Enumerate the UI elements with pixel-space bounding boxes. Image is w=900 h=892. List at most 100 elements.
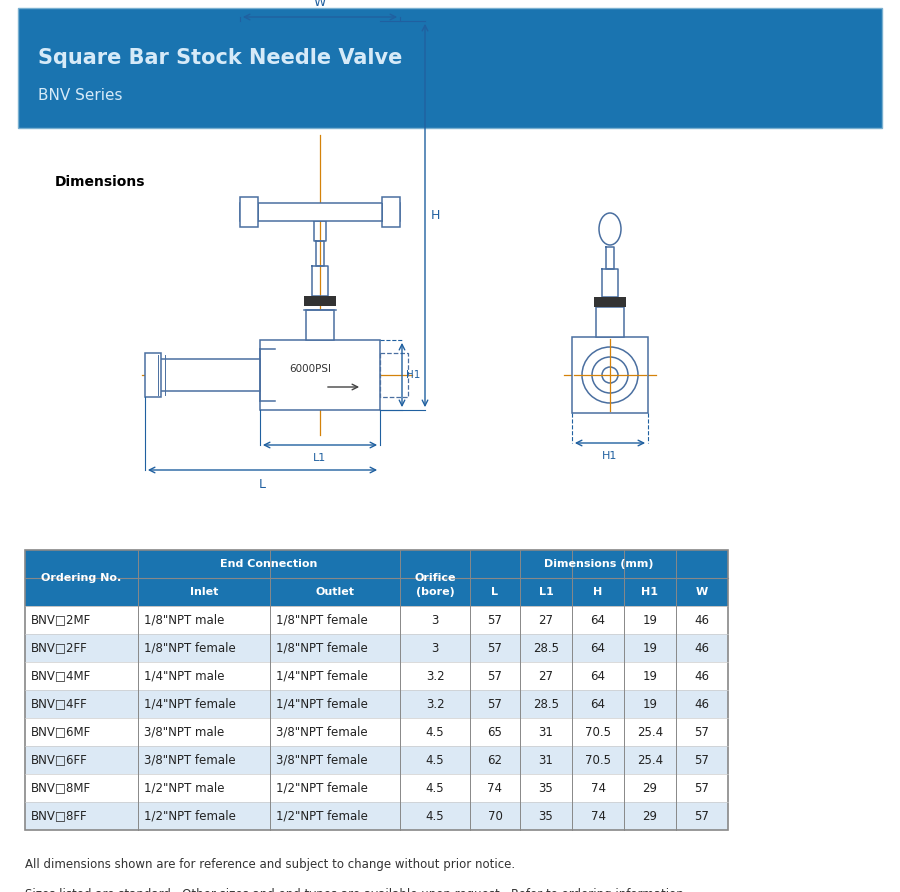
Bar <box>25 690 728 718</box>
Text: W: W <box>314 0 326 9</box>
Bar <box>25 802 728 830</box>
Text: 57: 57 <box>488 698 502 711</box>
Text: 74: 74 <box>590 781 606 795</box>
Text: BNV□6MF: BNV□6MF <box>31 725 91 739</box>
Text: H1: H1 <box>602 451 617 461</box>
Text: 1/8"NPT female: 1/8"NPT female <box>276 614 368 626</box>
Text: 46: 46 <box>695 614 709 626</box>
Text: 27: 27 <box>538 670 554 682</box>
Text: 4.5: 4.5 <box>426 781 445 795</box>
Text: H1: H1 <box>406 370 420 380</box>
Text: 6000PSI: 6000PSI <box>289 364 331 374</box>
Text: BNV□8FF: BNV□8FF <box>31 810 87 822</box>
Text: Orifice: Orifice <box>414 573 455 583</box>
Text: 64: 64 <box>590 698 606 711</box>
Text: 3/8"NPT female: 3/8"NPT female <box>276 725 367 739</box>
Text: 46: 46 <box>695 670 709 682</box>
Text: 1/4"NPT female: 1/4"NPT female <box>276 670 368 682</box>
Bar <box>596 307 624 337</box>
Text: L: L <box>259 478 266 491</box>
Bar <box>25 746 728 774</box>
Text: BNV□8MF: BNV□8MF <box>31 781 91 795</box>
Text: 1/2"NPT male: 1/2"NPT male <box>144 781 224 795</box>
Text: 4.5: 4.5 <box>426 725 445 739</box>
Text: L: L <box>491 587 499 597</box>
Bar <box>240 203 400 221</box>
Bar <box>160 359 260 391</box>
Text: 3/8"NPT female: 3/8"NPT female <box>276 754 367 766</box>
Text: 25.4: 25.4 <box>637 725 663 739</box>
Bar <box>306 310 334 340</box>
Text: 25.4: 25.4 <box>637 754 663 766</box>
Text: 74: 74 <box>590 810 606 822</box>
Text: 35: 35 <box>538 781 554 795</box>
Text: 3.2: 3.2 <box>426 670 445 682</box>
Text: Outlet: Outlet <box>316 587 355 597</box>
Text: 28.5: 28.5 <box>533 641 559 655</box>
Bar <box>25 550 728 606</box>
Text: Sizes listed are standard.  Other sizes and end types are available upon request: Sizes listed are standard. Other sizes a… <box>25 888 688 892</box>
Text: 57: 57 <box>488 614 502 626</box>
Text: 70.5: 70.5 <box>585 725 611 739</box>
Text: 3/8"NPT female: 3/8"NPT female <box>144 754 236 766</box>
Text: 1/4"NPT male: 1/4"NPT male <box>144 670 224 682</box>
Text: 35: 35 <box>538 810 554 822</box>
Text: 74: 74 <box>488 781 502 795</box>
Bar <box>572 337 648 413</box>
Text: BNV□2FF: BNV□2FF <box>31 641 88 655</box>
Text: 27: 27 <box>538 614 554 626</box>
Text: W: W <box>696 587 708 597</box>
Text: 46: 46 <box>695 641 709 655</box>
Text: Dimensions: Dimensions <box>55 175 146 189</box>
Bar <box>240 197 258 227</box>
Text: 1/2"NPT female: 1/2"NPT female <box>276 810 368 822</box>
Text: H: H <box>431 209 440 222</box>
Text: 29: 29 <box>643 781 658 795</box>
Text: 19: 19 <box>643 641 658 655</box>
Bar <box>18 8 882 128</box>
Text: 1/8"NPT female: 1/8"NPT female <box>276 641 368 655</box>
Text: 64: 64 <box>590 614 606 626</box>
Bar <box>25 662 728 690</box>
Text: 64: 64 <box>590 670 606 682</box>
Text: 62: 62 <box>488 754 502 766</box>
Text: 4.5: 4.5 <box>426 754 445 766</box>
Text: L1: L1 <box>538 587 554 597</box>
Text: 57: 57 <box>695 781 709 795</box>
Bar <box>25 634 728 662</box>
Text: All dimensions shown are for reference and subject to change without prior notic: All dimensions shown are for reference a… <box>25 858 515 871</box>
Text: 1/8"NPT male: 1/8"NPT male <box>144 614 224 626</box>
Text: 1/4"NPT female: 1/4"NPT female <box>276 698 368 711</box>
Text: Inlet: Inlet <box>190 587 218 597</box>
Text: 57: 57 <box>488 641 502 655</box>
Text: 46: 46 <box>695 698 709 711</box>
Text: H: H <box>593 587 603 597</box>
Text: H1: H1 <box>642 587 659 597</box>
Bar <box>260 340 380 410</box>
Text: 65: 65 <box>488 725 502 739</box>
Text: 19: 19 <box>643 614 658 626</box>
Text: 64: 64 <box>590 641 606 655</box>
Text: 31: 31 <box>538 725 554 739</box>
Text: (bore): (bore) <box>416 587 454 597</box>
Text: End Connection: End Connection <box>220 559 318 569</box>
Text: BNV□4MF: BNV□4MF <box>31 670 91 682</box>
Text: L1: L1 <box>313 453 327 463</box>
Bar <box>382 197 400 227</box>
Text: 19: 19 <box>643 698 658 711</box>
Text: BNV□2MF: BNV□2MF <box>31 614 91 626</box>
Text: Ordering No.: Ordering No. <box>41 573 122 583</box>
Text: 1/8"NPT female: 1/8"NPT female <box>144 641 236 655</box>
Text: 1/2"NPT female: 1/2"NPT female <box>144 810 236 822</box>
Text: 29: 29 <box>643 810 658 822</box>
Text: 31: 31 <box>538 754 554 766</box>
Bar <box>594 297 626 307</box>
Text: 70.5: 70.5 <box>585 754 611 766</box>
Bar <box>25 774 728 802</box>
Text: BNV Series: BNV Series <box>38 87 122 103</box>
Text: 1/4"NPT female: 1/4"NPT female <box>144 698 236 711</box>
Text: 19: 19 <box>643 670 658 682</box>
Text: 28.5: 28.5 <box>533 698 559 711</box>
Text: 3: 3 <box>431 614 438 626</box>
Text: 57: 57 <box>695 725 709 739</box>
